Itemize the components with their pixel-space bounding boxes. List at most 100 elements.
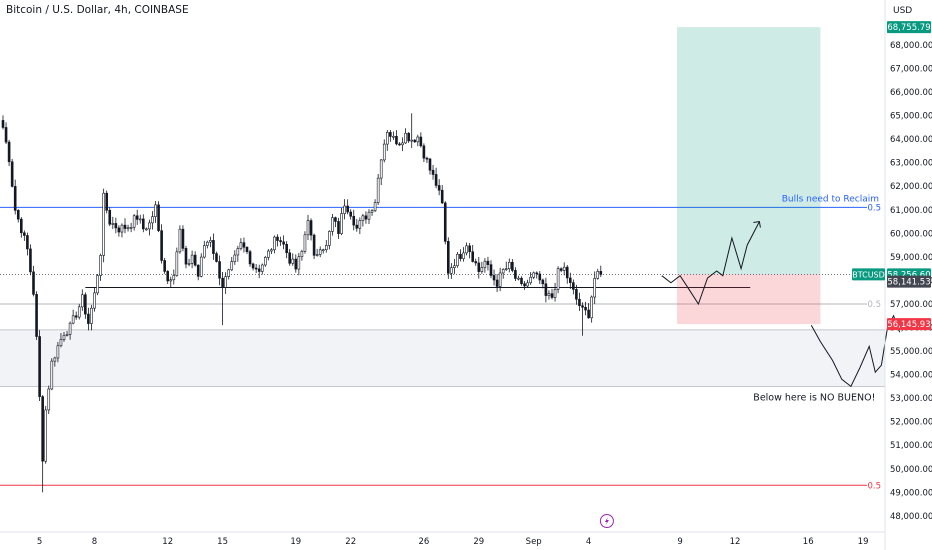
position-stop-zone: [677, 274, 821, 325]
candle-up: [203, 245, 206, 258]
x-tick-label: Sep: [526, 537, 542, 547]
candle-up: [138, 218, 142, 221]
time-axis[interactable]: 5 8 12 15 19 22 26 29 Sep 4 9 12 16 19: [0, 531, 885, 547]
candle-down: [492, 275, 496, 281]
candle-down: [74, 315, 78, 318]
candle-down: [489, 264, 493, 276]
candle-up: [501, 269, 505, 274]
candle-up: [175, 251, 179, 276]
candle-down: [38, 336, 41, 397]
candle-up: [547, 293, 551, 296]
candle-down: [413, 139, 417, 143]
candle-down: [117, 227, 121, 233]
candle-down: [251, 263, 255, 269]
candle-down: [434, 174, 438, 186]
y-tick-label: 68,000.00: [890, 41, 932, 51]
candle-up: [532, 272, 536, 278]
candle-up: [263, 257, 267, 266]
bullish-projection-path: [661, 221, 760, 306]
candle-down: [565, 266, 569, 279]
horizontal-lines-layer: 0.5 0.5 0.5: [0, 203, 885, 491]
y-tick-label: 49,000.00: [890, 488, 932, 498]
candle-up: [190, 254, 194, 264]
x-tick-label: 9: [677, 537, 682, 547]
candle-down: [13, 186, 17, 211]
annotations-layer: Bulls need to Reclaim Below here is NO BU…: [599, 194, 879, 528]
candle-up: [129, 226, 133, 229]
x-tick-label: 22: [345, 537, 356, 547]
candle-down: [389, 132, 392, 137]
candle-down: [181, 228, 185, 249]
y-tick-label: 48,000.00: [890, 512, 932, 522]
candle-down: [443, 202, 447, 242]
candle-down: [422, 145, 426, 159]
candle-up: [306, 220, 310, 236]
candle-up: [102, 192, 105, 256]
candle-down: [407, 132, 410, 142]
candle-down: [568, 277, 572, 283]
candle-down: [23, 232, 26, 236]
y-tick-label: 63,000.00: [890, 159, 932, 169]
fib-lower-red-label: 0.5: [867, 481, 881, 491]
candle-up: [382, 143, 386, 161]
candle-down: [572, 282, 575, 290]
candle-down: [334, 217, 337, 222]
x-tick-label: 26: [418, 537, 429, 547]
candle-down: [477, 262, 481, 272]
candle-up: [504, 268, 508, 270]
no-bueno-zone-layer: [0, 329, 885, 387]
candle-down: [32, 271, 35, 295]
candle-down: [123, 224, 127, 229]
fib-upper-gray-label: 0.5: [867, 300, 881, 310]
y-tick-label: 64,000.00: [890, 135, 932, 145]
candle-down: [538, 273, 542, 281]
bulls-reclaim-text: Bulls need to Reclaim: [782, 194, 879, 204]
candle-down: [511, 261, 514, 271]
candle-down: [474, 261, 478, 264]
candle-down: [446, 241, 450, 274]
candle-up: [410, 139, 414, 142]
candle-up: [233, 254, 237, 262]
candle-down: [196, 264, 200, 277]
candle-down: [337, 221, 340, 234]
candle-up: [300, 250, 304, 258]
candle-up: [343, 205, 346, 214]
candle-down: [398, 143, 401, 146]
candle-down: [105, 192, 108, 211]
candle-down: [544, 283, 548, 296]
candle-up: [236, 248, 240, 256]
price-label-text: 58,256.60: [887, 270, 930, 280]
candle-up: [376, 177, 380, 203]
candle-up: [199, 256, 203, 277]
candle-down: [355, 224, 359, 229]
candle-down: [294, 258, 298, 270]
candle-down: [166, 271, 169, 282]
candle-down: [599, 271, 603, 275]
candle-down: [428, 158, 432, 171]
price-label-text: 68,755.79: [887, 23, 930, 33]
candle-up: [340, 213, 343, 234]
candle-up: [303, 234, 307, 252]
candle-down: [550, 293, 554, 298]
y-tick-label: 65,000.00: [890, 112, 932, 122]
candle-up: [324, 245, 328, 250]
candle-up: [68, 322, 72, 335]
candle-up: [71, 315, 75, 324]
candle-down: [279, 240, 282, 243]
price-label-text: 58,141.53: [887, 278, 930, 288]
candles-layer: [1, 113, 603, 493]
candle-up: [392, 135, 395, 138]
candle-down: [7, 141, 11, 163]
candle-down: [495, 279, 499, 287]
x-tick-label: 4: [586, 537, 591, 547]
candle-up: [401, 142, 404, 146]
candle-up: [385, 132, 389, 145]
candle-down: [257, 268, 261, 272]
x-tick-label: 5: [37, 537, 42, 547]
candle-down: [425, 157, 429, 160]
candle-up: [169, 279, 173, 282]
candle-up: [154, 204, 157, 217]
candle-down: [419, 136, 423, 147]
